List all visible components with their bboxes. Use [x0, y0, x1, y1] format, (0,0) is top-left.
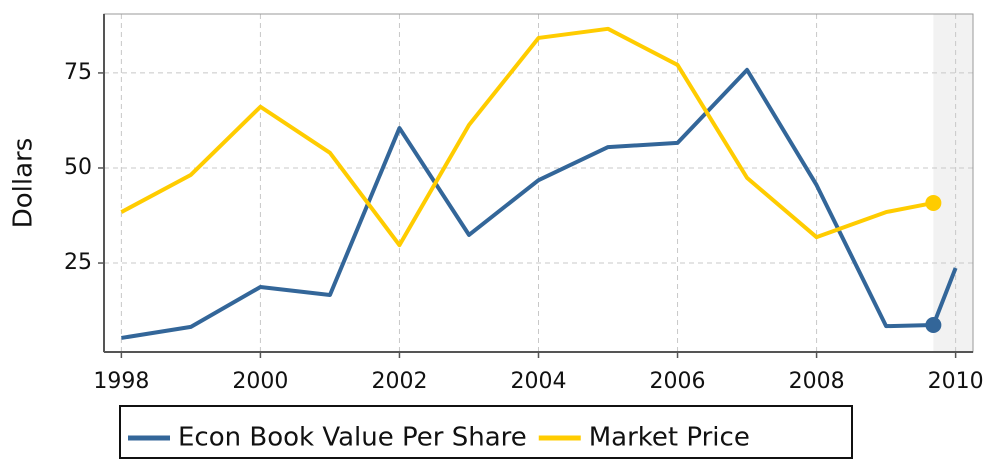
legend-label: Market Price: [589, 423, 750, 453]
end-marker: [925, 317, 942, 334]
highlight-band: [933, 14, 973, 352]
legend: [119, 405, 853, 459]
y-tick-label: 75: [64, 60, 92, 85]
x-tick-label: 1998: [93, 369, 149, 394]
x-tick-label: 2004: [511, 369, 567, 394]
x-tick-label: 2008: [789, 369, 845, 394]
y-axis-label: Dollars: [9, 138, 39, 229]
x-tick-label: 2010: [928, 369, 984, 394]
end-marker: [925, 194, 942, 211]
series-line: [121, 67, 958, 340]
x-tick-label: 2002: [371, 369, 427, 394]
legend-label: Econ Book Value Per Share: [178, 423, 527, 453]
x-tick-label: 2006: [650, 369, 706, 394]
y-tick-label: 50: [64, 155, 92, 180]
x-tick-label: 2000: [232, 369, 288, 394]
series-line: [120, 26, 934, 248]
y-tick-label: 25: [64, 250, 92, 275]
